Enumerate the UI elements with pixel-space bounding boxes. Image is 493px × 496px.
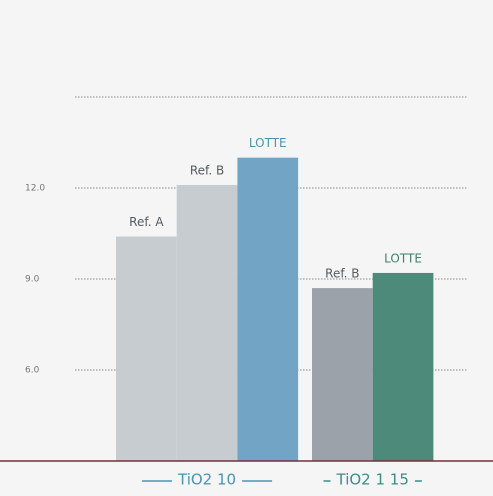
bar: [116, 236, 177, 461]
bar: [372, 272, 434, 461]
bar: [237, 157, 299, 461]
y-tick-label: 9.0: [25, 275, 40, 285]
bar-label: Ref. B: [325, 267, 359, 281]
bar: [312, 288, 373, 461]
y-tick-label: 6.0: [25, 366, 40, 376]
bar-label: Ref. A: [129, 215, 164, 229]
bar: [176, 184, 238, 461]
bar-label: LOTTE: [249, 136, 287, 150]
bar-label: LOTTE: [384, 251, 422, 265]
y-tick-label: 12.0: [25, 184, 45, 194]
group-label: TiO2 1 15: [336, 471, 409, 489]
bar-label: Ref. B: [190, 163, 224, 177]
group-label: TiO2 10: [177, 471, 236, 489]
